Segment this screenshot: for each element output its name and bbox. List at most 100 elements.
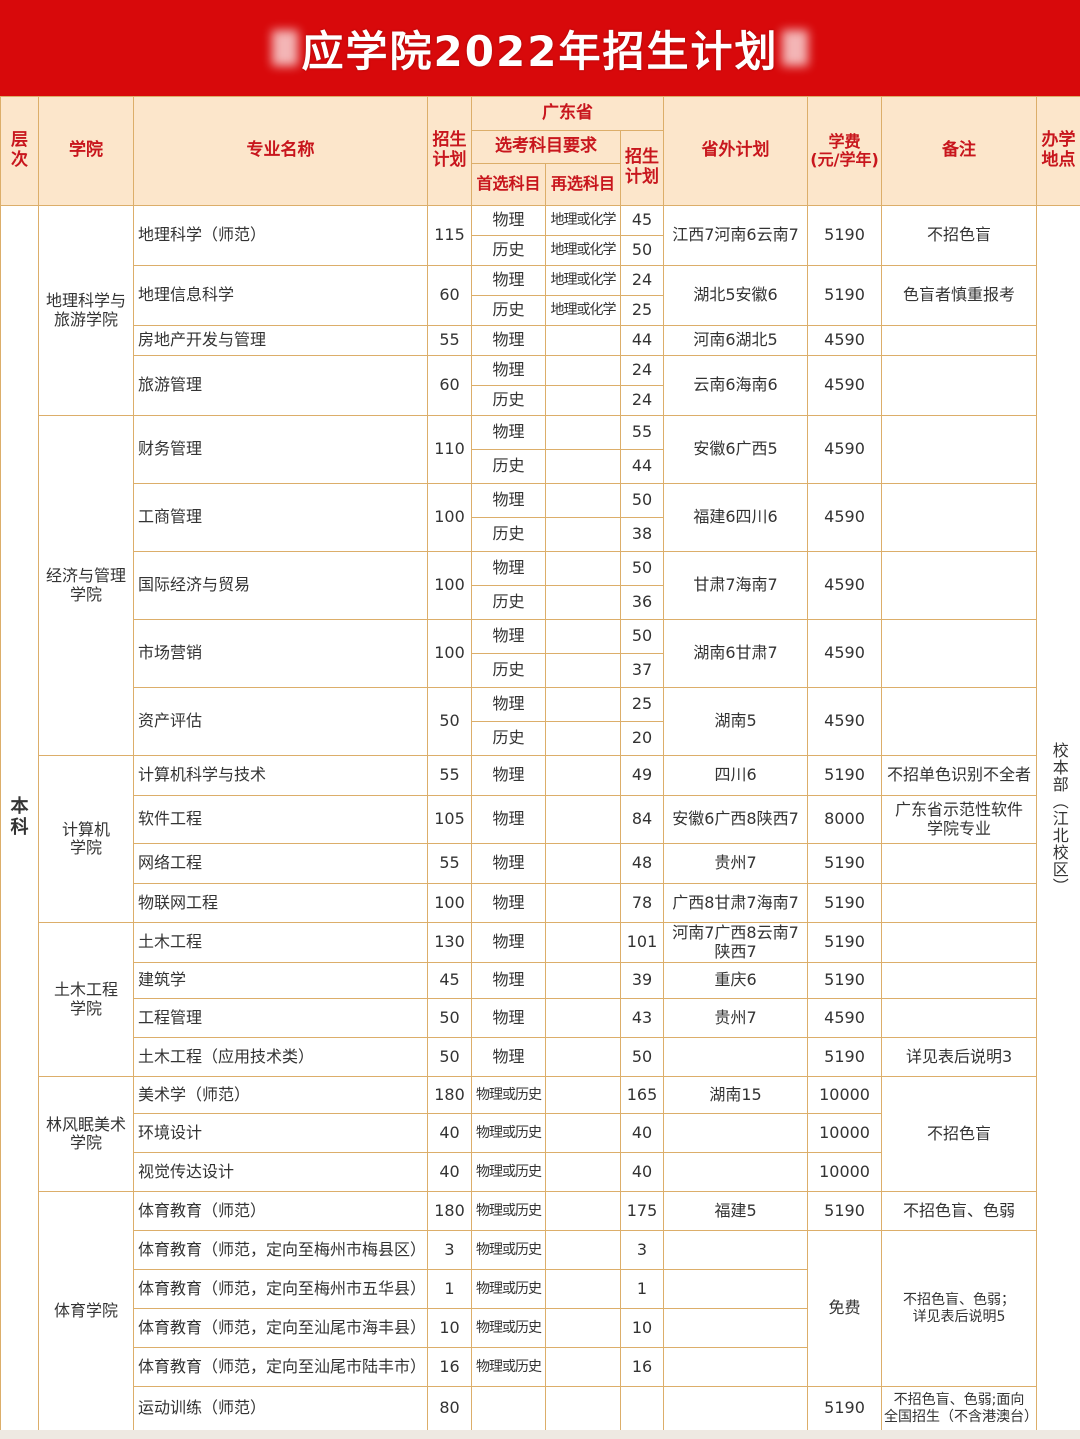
second-subject (545, 998, 621, 1038)
first-subject: 物理 (471, 1037, 546, 1077)
note: 不招色盲 (881, 205, 1038, 266)
out-of-province-plan (663, 1230, 809, 1270)
level-cell: 本科 (0, 205, 39, 1431)
table-row: 建筑学 45 物理 39 重庆6 5190 (1, 962, 1080, 999)
first-subject: 物理 (471, 962, 546, 999)
note (881, 415, 1038, 484)
gd-plan-count: 84 (619, 795, 665, 844)
note: 不招单色识别不全者 (881, 755, 1038, 796)
first-subject: 物理 (471, 795, 546, 844)
first-subject: 物理 (471, 755, 546, 796)
tuition: 4590 (807, 619, 883, 688)
table-row: 历史 地理或化学 25 (1, 295, 1080, 326)
table-row: 网络工程 55 物理 48 贵州7 5190 (1, 843, 1080, 884)
note (881, 843, 1038, 884)
gd-plan-count: 25 (619, 687, 665, 722)
header-note: 备注 (881, 96, 1038, 206)
table-row: 林风眠美术 学院 美术学（师范） 180 物理或历史 165 湖南15 10000 不招色盲 (1, 1076, 1080, 1192)
plan-count: 115 (427, 205, 472, 266)
out-of-province-plan (663, 1113, 809, 1153)
gd-plan-count: 50 (619, 483, 665, 518)
out-of-province-plan: 福建5 (663, 1191, 809, 1231)
note: 不招色盲 (881, 1076, 1038, 1192)
gd-plan-count: 20 (619, 721, 665, 756)
tuition: 4590 (807, 325, 883, 356)
table-row: 历史 37 (1, 653, 1080, 688)
second-subject (545, 843, 621, 884)
gd-plan-count: 25 (619, 295, 665, 326)
second-subject (545, 585, 621, 620)
table-row: 计算机 学院 计算机科学与技术 55 物理 49 四川6 5190 不招单色识别不全者 (1, 755, 1080, 923)
note (881, 325, 1038, 356)
header-level: 层次 (0, 96, 39, 206)
tuition: 5190 (807, 883, 883, 923)
gd-plan-count: 175 (619, 1191, 665, 1231)
header-subject-requirement: 选考科目要求 (471, 130, 621, 164)
second-subject (545, 922, 621, 963)
second-subject (545, 721, 621, 756)
tuition: 5190 (807, 922, 883, 963)
gd-plan-count: 24 (619, 355, 665, 386)
second-subject (545, 1037, 621, 1077)
gd-plan-count: 40 (619, 1152, 665, 1192)
out-of-province-plan: 重庆6 (663, 962, 809, 999)
plan-count: 40 (427, 1113, 472, 1153)
table-row: 工商管理 100 物理 50 福建6四川6 4590 (1, 483, 1080, 552)
first-subject: 物理或历史 (471, 1076, 546, 1114)
major-name: 资产评估 (133, 687, 428, 756)
note (881, 355, 1038, 416)
tuition: 4590 (807, 483, 883, 552)
plan-count: 180 (427, 1191, 472, 1231)
tuition: 免费 (807, 1230, 883, 1387)
plan-count: 130 (427, 922, 472, 963)
blurred-text (782, 30, 809, 66)
tuition: 5190 (807, 962, 883, 999)
first-subject: 历史 (471, 295, 546, 326)
note: 不招色盲、色弱 (881, 1191, 1038, 1231)
note: 详见表后说明3 (881, 1037, 1038, 1077)
tuition: 10000 (807, 1152, 883, 1192)
out-of-province-plan (663, 1037, 809, 1077)
table-row: 房地产开发与管理 55 物理 44 河南6湖北5 4590 (1, 325, 1080, 356)
second-subject (545, 1113, 621, 1153)
gd-plan-count: 49 (619, 755, 665, 796)
plan-count: 105 (427, 795, 472, 844)
header-second-subject: 再选科目 (545, 163, 621, 206)
table-row: 体育教育（师范，定向至汕尾市陆丰市） 16 物理或历史 16 (1, 1347, 1080, 1387)
second-subject (545, 1152, 621, 1192)
plan-count: 180 (427, 1076, 472, 1114)
tuition: 5190 (807, 1191, 883, 1231)
first-subject: 历史 (471, 385, 546, 416)
gd-plan-count: 24 (619, 265, 665, 296)
second-subject (545, 483, 621, 518)
first-subject: 物理 (471, 687, 546, 722)
note (881, 619, 1038, 688)
blurred-text (271, 30, 298, 66)
table-body: 本科 地理科学与旅游学院 地理科学（师范） 115 物理 地理或化学 45 江西7河南6云南7… (0, 205, 1080, 1431)
gd-plan-count: 40 (619, 1113, 665, 1153)
plan-count: 3 (427, 1230, 472, 1270)
second-subject (545, 1347, 621, 1387)
second-subject (545, 449, 621, 484)
note: 色盲者慎重报考 (881, 265, 1038, 326)
major-name: 工商管理 (133, 483, 428, 552)
major-name: 地理信息科学 (133, 265, 428, 326)
out-of-province-plan: 河南7广西8云南7 陕西7 (663, 922, 809, 963)
plan-count: 55 (427, 843, 472, 884)
first-subject: 物理 (471, 483, 546, 518)
college-name: 林风眠美术 学院 (38, 1076, 134, 1192)
first-subject: 物理或历史 (471, 1152, 546, 1192)
table-row: 运动训练（师范） 80 5190 不招色盲、色弱;面向 全国招生（不含港澳台） (1, 1386, 1080, 1431)
first-subject: 物理 (471, 843, 546, 884)
out-of-province-plan: 甘肃7海南7 (663, 551, 809, 620)
major-name: 体育教育（师范，定向至汕尾市海丰县） (133, 1308, 428, 1348)
out-of-province-plan (663, 1386, 809, 1431)
first-subject: 历史 (471, 517, 546, 552)
header-tuition: 学费 (元/学年) (807, 96, 883, 206)
table-row: 工程管理 50 物理 43 贵州7 4590 (1, 998, 1080, 1038)
first-subject: 历史 (471, 449, 546, 484)
college-name: 土木工程 学院 (38, 922, 134, 1077)
second-subject (545, 1191, 621, 1231)
gd-plan-count: 36 (619, 585, 665, 620)
second-subject (545, 653, 621, 688)
